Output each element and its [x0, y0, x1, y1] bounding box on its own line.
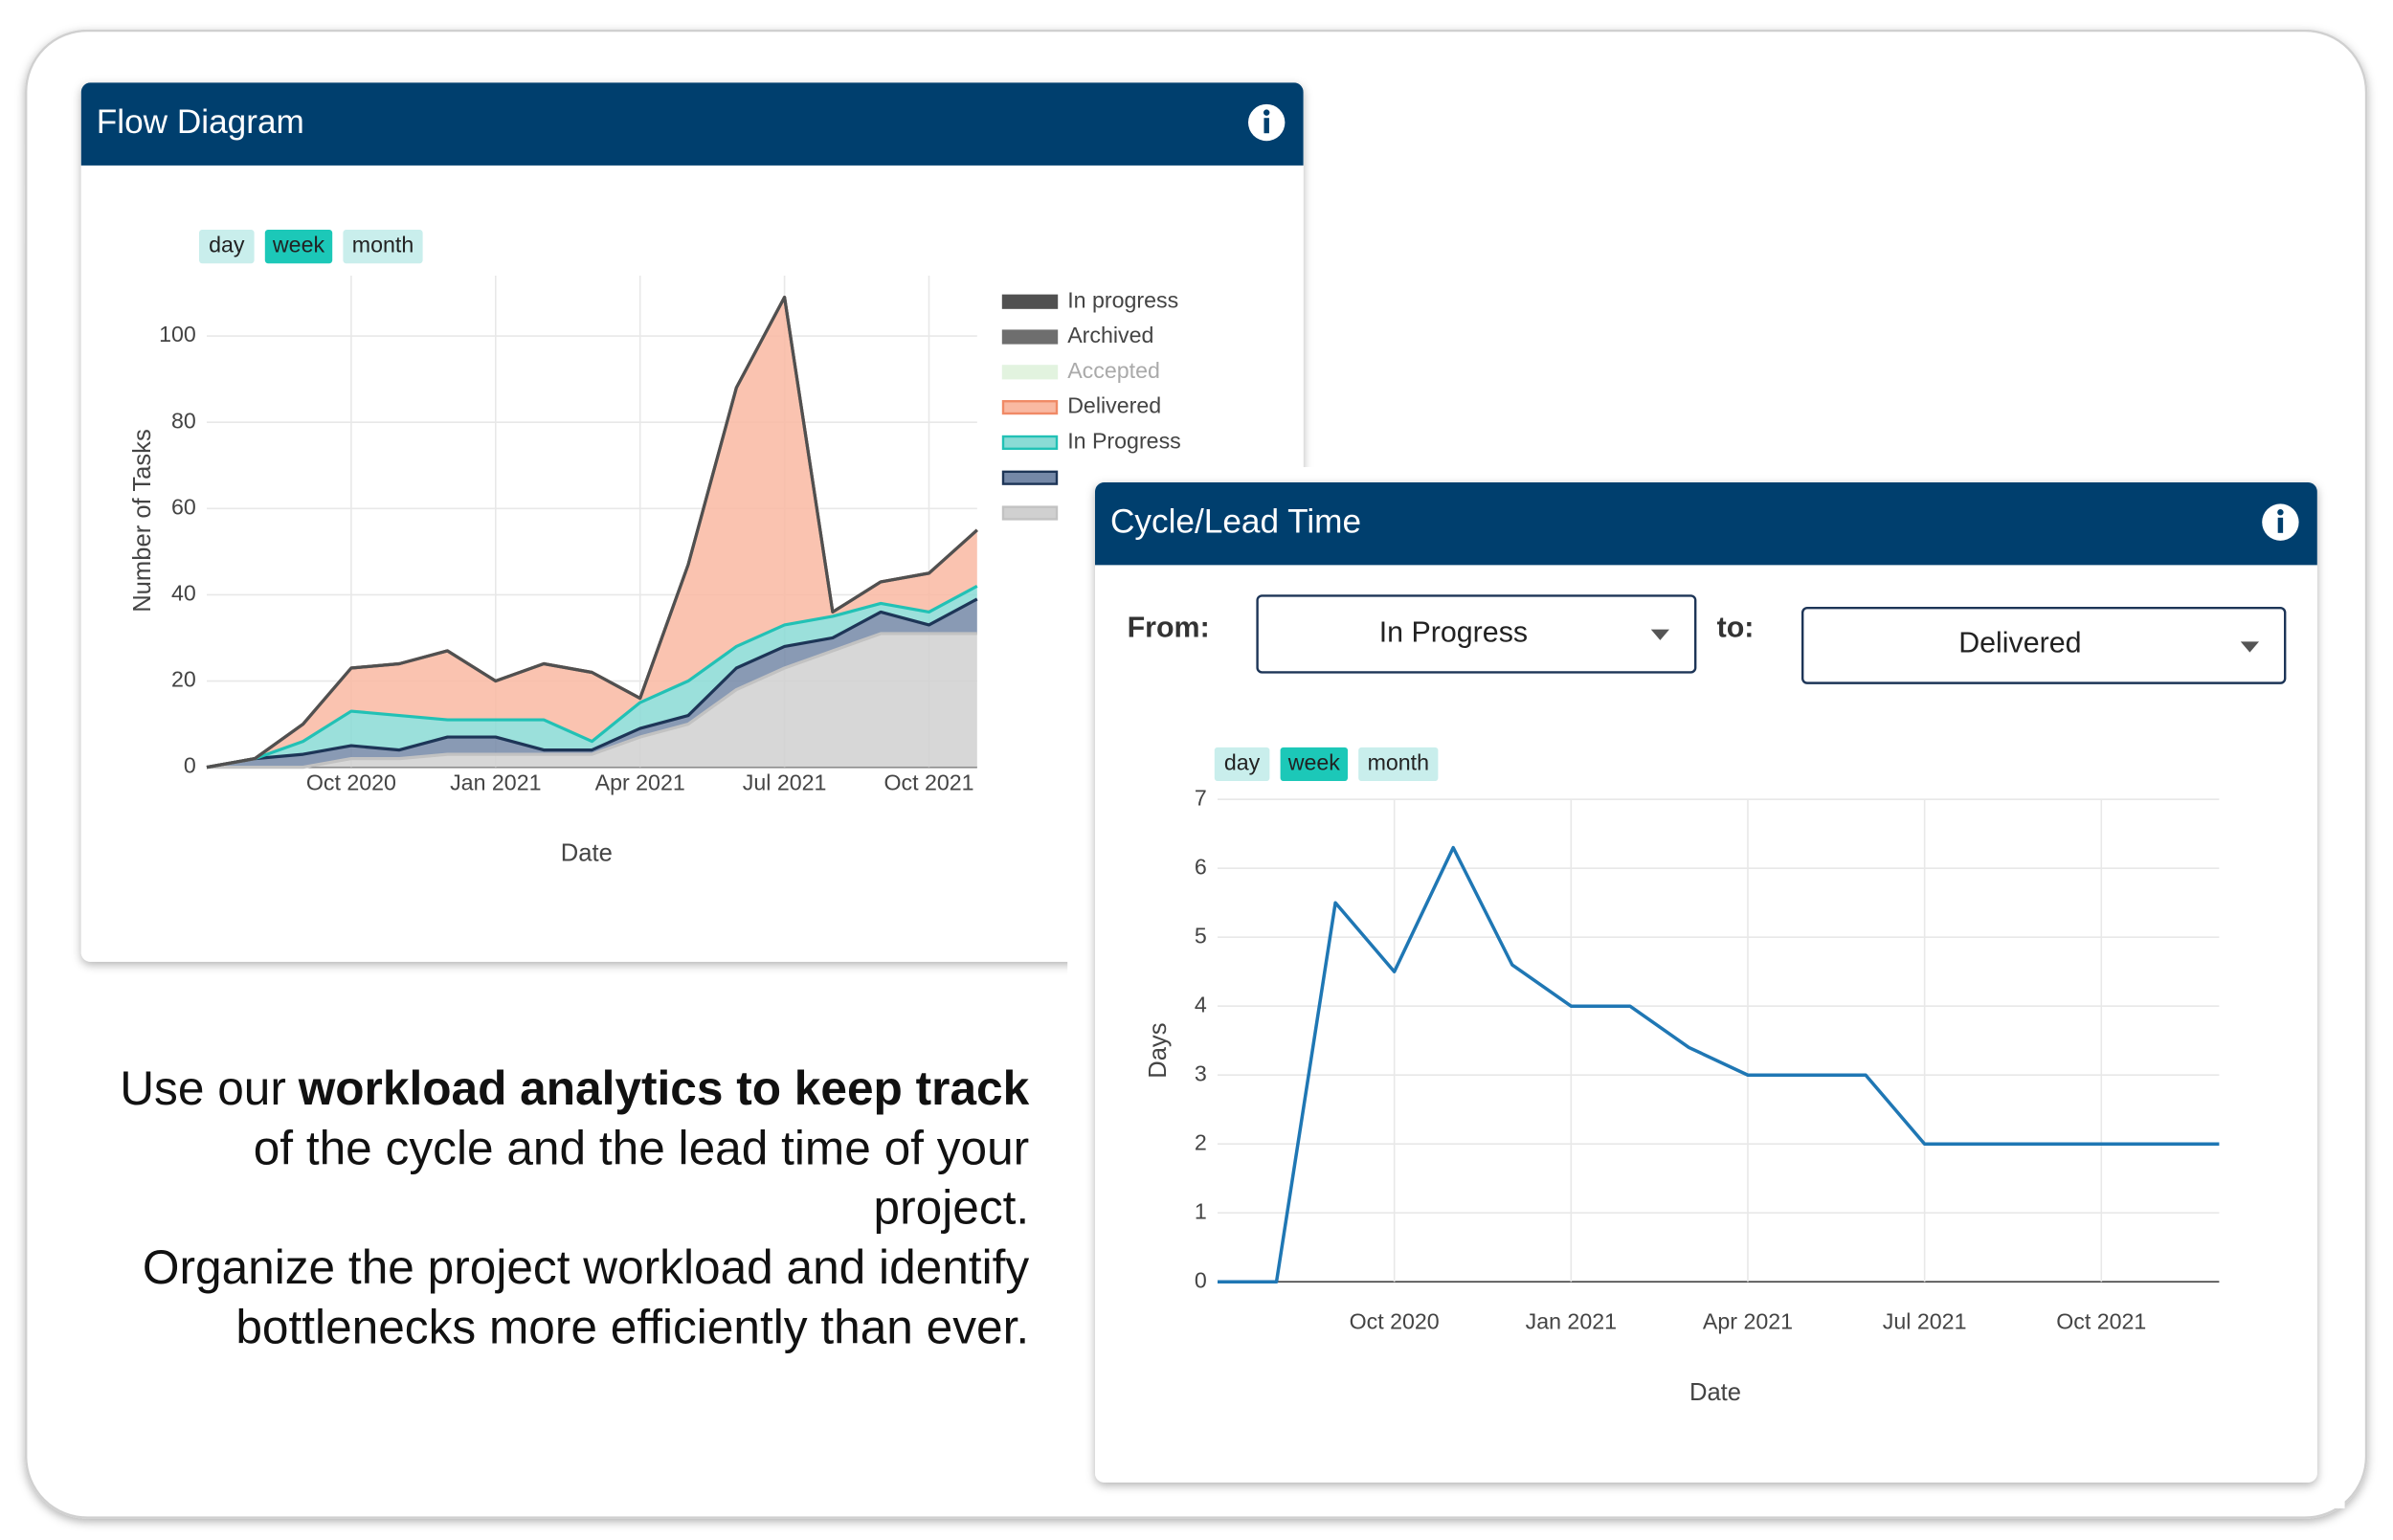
caption-highlight: workload analytics to keep track: [298, 1061, 1030, 1115]
x-tick-label: Jan 2021: [450, 770, 541, 794]
caption-line: Use our workload analytics to keep track: [120, 1061, 1029, 1115]
y-axis-title: Days: [1145, 1022, 1172, 1078]
legend-item[interactable]: Archived: [1001, 323, 1153, 347]
y-axis-title: Number of Tasks: [129, 429, 156, 613]
cycle-panel: Cycle/Lead Time From: In Progress to: De…: [1095, 482, 2317, 1483]
legend-label: In progress: [1067, 287, 1178, 312]
y-tick-label: 20: [171, 667, 196, 692]
range-button-bg: [1358, 747, 1439, 782]
y-tick-label: 5: [1195, 923, 1207, 948]
range-button[interactable]: month: [1358, 747, 1439, 782]
x-axis-title: Date: [1689, 1379, 1741, 1406]
to-value: Delivered: [1958, 627, 2081, 659]
legend-item[interactable]: In progress: [1001, 287, 1178, 312]
from-dropdown[interactable]: In Progress: [1256, 594, 1697, 674]
legend-swatch: [1001, 400, 1059, 415]
area: [207, 633, 977, 768]
cycle-chart: day week month 0 1 2 3 4 5 6 7 Oct 2020 Jan 2021 Apr …: [1145, 747, 2220, 1406]
area-line: [207, 632, 977, 770]
legend-label: In Progress: [1067, 429, 1181, 454]
y-tick-label: 7: [1195, 785, 1207, 810]
range-button-label: month: [1368, 750, 1429, 775]
area-line: [206, 597, 978, 770]
range-button-bg: [1280, 747, 1348, 782]
panel-header: [80, 82, 1304, 166]
range-button-bg: [343, 230, 423, 264]
range-button-label: week: [272, 233, 325, 257]
x-tick-label: Apr 2021: [595, 770, 685, 794]
caption-line: of the cycle and the lead time of your: [254, 1121, 1030, 1174]
range-button-bg: [1214, 747, 1270, 782]
y-tick-label: 6: [1195, 854, 1207, 879]
legend-swatch: [1001, 294, 1059, 309]
y-tick-label: 100: [159, 322, 196, 346]
range-button-bg: [264, 230, 333, 264]
y-tick-label: 80: [171, 408, 196, 433]
flow-panel: Flow Diagram day week month 0 20 40 60 80 100 Oct…: [80, 82, 1304, 962]
caption-intro: Use our: [120, 1061, 286, 1115]
to-dropdown[interactable]: Delivered: [1801, 607, 2287, 684]
range-button[interactable]: month: [343, 230, 423, 264]
info-icon[interactable]: [2262, 503, 2299, 541]
from-label: From:: [1128, 612, 1210, 644]
area: [207, 586, 977, 768]
area-line: [206, 295, 978, 770]
range-button[interactable]: week: [1280, 747, 1348, 782]
legend-label: Delivered: [1067, 393, 1161, 418]
range-button-label: day: [1224, 750, 1261, 775]
range-button[interactable]: day: [1214, 747, 1270, 782]
range-button-label: day: [209, 233, 245, 257]
range-button[interactable]: day: [199, 230, 255, 264]
legend-item[interactable]: Delivered: [1001, 393, 1161, 418]
info-icon[interactable]: [1248, 103, 1286, 142]
x-tick-label: Oct 2020: [1350, 1309, 1440, 1334]
range-button-label: week: [1287, 750, 1341, 775]
caption-line: Organize the project workload and identi…: [143, 1240, 1029, 1294]
y-tick-label: 4: [1195, 992, 1207, 1016]
to-label: to:: [1717, 612, 1755, 644]
x-tick-label: Oct 2021: [2056, 1309, 2146, 1334]
from-value: In Progress: [1379, 615, 1528, 648]
legend-swatch: [1001, 505, 1059, 521]
caption-line: project.: [874, 1181, 1030, 1235]
legend-item[interactable]: In Progress: [1001, 429, 1181, 454]
y-tick-label: 2: [1195, 1129, 1207, 1154]
y-tick-label: 60: [171, 494, 196, 519]
x-tick-label: Jul 2021: [1883, 1309, 1967, 1334]
y-tick-label: 0: [1195, 1267, 1207, 1292]
range-button-label: month: [352, 233, 414, 257]
panel-title: Cycle/Lead Time: [1110, 503, 1361, 541]
x-tick-label: Jul 2021: [743, 770, 827, 794]
y-tick-label: 3: [1195, 1060, 1207, 1085]
range-button-bg: [199, 230, 255, 264]
area: [207, 297, 977, 768]
x-tick-label: Oct 2021: [883, 770, 973, 794]
legend-item[interactable]: Accepted: [1001, 358, 1160, 383]
x-tick-label: Oct 2020: [306, 770, 396, 794]
y-tick-label: 0: [184, 753, 196, 778]
x-tick-label: Jan 2021: [1526, 1309, 1617, 1334]
legend-swatch: [1001, 435, 1059, 451]
y-tick-label: 1: [1195, 1198, 1207, 1223]
y-tick-label: 40: [171, 581, 196, 606]
legend-swatch: [1001, 470, 1059, 485]
legend-swatch: [1001, 365, 1059, 380]
legend-swatch: [1001, 329, 1059, 345]
x-tick-label: Apr 2021: [1703, 1309, 1793, 1334]
panel-header: [1095, 482, 2317, 566]
panel-title: Flow Diagram: [97, 103, 304, 141]
line: [1218, 845, 2220, 1283]
legend-label: Archived: [1067, 323, 1153, 347]
area-line: [206, 584, 978, 770]
panel-body: [1095, 482, 2317, 1483]
x-axis-title: Date: [561, 840, 613, 867]
caption-line: bottlenecks more efficiently than ever.: [235, 1301, 1029, 1354]
legend-label: Accepted: [1067, 358, 1160, 383]
range-button[interactable]: week: [264, 230, 333, 264]
